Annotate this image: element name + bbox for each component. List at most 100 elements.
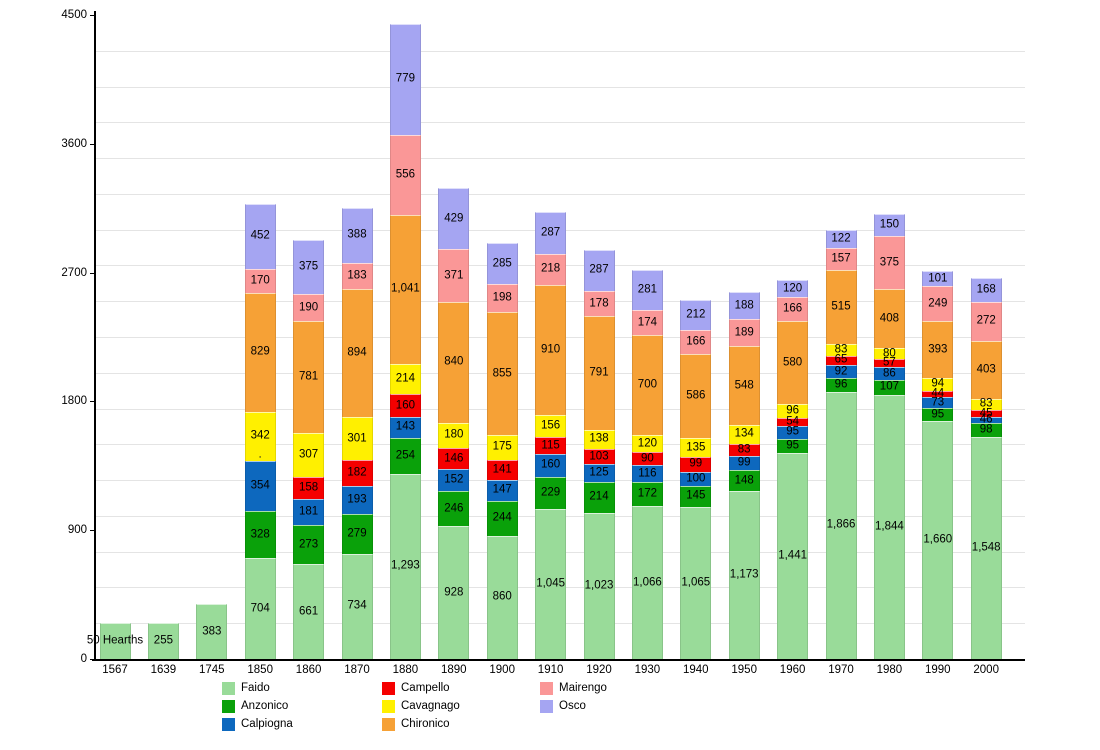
segment-osco-1880	[389, 23, 421, 136]
segment-label-osco-1900: 285	[492, 256, 512, 269]
segment-label-mairengo-1880: 556	[395, 168, 415, 181]
segment-osco-1910	[535, 212, 567, 254]
x-axis-label-1940: 1940	[683, 664, 709, 676]
segment-mairengo-1950	[728, 319, 760, 347]
segment-label-anzonico-1870: 279	[347, 527, 367, 540]
segment-faido-1980	[873, 395, 905, 659]
segment-campello-1910	[535, 437, 567, 454]
segment-label-faido-1930: 1,066	[633, 575, 662, 588]
segment-anzonico-1880	[389, 437, 421, 474]
segment-label-osco-1920: 287	[589, 263, 609, 276]
segment-label-cavagnago-1870: 301	[347, 432, 367, 445]
segment-campello-1970	[825, 355, 857, 366]
segment-faido-1639	[147, 622, 179, 659]
legend-swatch-faido	[222, 682, 235, 695]
legend-label-mairengo: Mairengo	[559, 682, 607, 694]
segment-cavagnago-1950	[728, 424, 760, 444]
segment-cavagnago-1990	[922, 377, 954, 392]
segment-calpiogna-1970	[825, 365, 857, 379]
segment-label-calpiogna-1860: 181	[299, 505, 319, 518]
segment-label-anzonico-1990: 95	[931, 407, 945, 420]
segment-label-faido-1940: 1,065	[681, 576, 711, 589]
segment-label-calpiogna-1990: 73	[931, 395, 945, 408]
segment-label-cavagnago-1960: 96	[786, 404, 799, 417]
bar-1880: 1,293 254 143 160 214 1,041 556 779	[389, 0, 421, 659]
y-axis-tick	[90, 272, 94, 274]
segment-calpiogna-2000	[970, 416, 1002, 424]
segment-label-mairengo-1950: 189	[734, 326, 754, 339]
segment-label-cavagnago-1900: 175	[492, 440, 512, 453]
segment-cavagnago-1910	[535, 414, 567, 438]
bar-2000: 1,548 98 46 45 83 403 272 168	[970, 0, 1002, 659]
segment-mairengo-1850	[244, 268, 276, 294]
segment-label-osco-1870: 388	[347, 228, 367, 241]
legend-label-chironico: Chironico	[401, 718, 450, 730]
segment-label-campello-1990: 44	[931, 387, 945, 400]
bar-1567: 50 Hearths	[87, 0, 143, 659]
segment-label-osco-1850: 452	[250, 229, 270, 242]
segment-label-calpiogna-1930: 116	[638, 466, 657, 479]
legend-item-cavagnago: Cavagnago	[382, 699, 532, 717]
x-axis-label-1745: 1745	[199, 664, 225, 676]
segment-mairengo-1890	[438, 249, 470, 303]
segment-label-campello-1910: 115	[541, 438, 560, 451]
segment-anzonico-1970	[825, 378, 857, 392]
segment-label-campello-1980: 57	[882, 356, 896, 369]
segment-chironico-1910	[535, 284, 567, 415]
segment-label-calpiogna-1870: 193	[347, 493, 367, 506]
segment-label-cavagnago-1990: 94	[931, 377, 945, 390]
segment-anzonico-1950	[728, 469, 760, 492]
segment-label-mairengo-1940: 166	[686, 335, 706, 348]
segment-cavagnago-1920	[583, 429, 615, 450]
bar-1860: 661 273 181 158 307 781 190 375	[293, 0, 325, 659]
segment-calpiogna-1930	[631, 465, 663, 482]
segment-label-anzonico-1880: 254	[395, 449, 415, 462]
segment-chironico-1870	[341, 289, 373, 418]
y-axis-tick-label: 0	[80, 653, 87, 665]
segment-label-anzonico-1920: 214	[589, 490, 609, 503]
segment-label-cavagnago-1880: 214	[395, 372, 415, 385]
segment-campello-1860	[293, 476, 325, 500]
segment-campello-1870	[341, 460, 373, 487]
segment-faido-1930	[631, 506, 663, 659]
legend-swatch-mairengo	[540, 682, 553, 695]
legend-swatch-chironico	[382, 718, 395, 731]
segment-mairengo-2000	[970, 301, 1002, 341]
segment-faido-1920	[583, 512, 615, 659]
segment-cavagnago-1890	[438, 422, 470, 449]
segment-mairengo-1930	[631, 310, 663, 335]
segment-label-chironico-1870: 894	[347, 346, 367, 359]
legend-label-anzonico: Anzonico	[241, 700, 289, 712]
segment-campello-1960	[777, 417, 809, 426]
bar-1970: 1,866 96 92 65 83 515 157 122	[825, 0, 857, 659]
segment-campello-1990	[922, 391, 954, 398]
bar-1890: 928 246 152 146 180 840 371 429	[438, 0, 470, 659]
segment-label-cavagnago-1930: 120	[637, 437, 657, 449]
segment-label-chironico-1960: 580	[783, 355, 803, 368]
segment-faido-1940	[680, 506, 712, 659]
segment-label-osco-1960: 120	[783, 282, 803, 295]
segment-label-chironico-1920: 791	[589, 366, 609, 379]
segment-calpiogna-1850	[244, 460, 276, 512]
segment-chironico-1950	[728, 346, 760, 425]
segment-faido-1900	[486, 535, 518, 659]
segment-osco-1850	[244, 204, 276, 269]
segment-label-osco-1990: 101	[928, 271, 948, 284]
y-axis-tick	[90, 401, 94, 403]
segment-label-mairengo-1930: 174	[637, 315, 657, 328]
segment-label-mairengo-1900: 198	[492, 291, 512, 304]
segment-label-cavagnago-1980: 80	[882, 346, 896, 359]
segment-label-mairengo-1850: 170	[250, 274, 270, 287]
segment-label-osco-1970: 122	[831, 232, 851, 245]
x-axis-label-1950: 1950	[731, 664, 757, 676]
segment-label-osco-1980: 150	[879, 218, 899, 231]
segment-label-mairengo-1960: 166	[783, 302, 803, 315]
segment-calpiogna-1890	[438, 469, 470, 491]
segment-anzonico-1890	[438, 490, 470, 527]
x-axis-label-1880: 1880	[392, 664, 419, 676]
segment-label-faido-1960: 1,441	[778, 549, 807, 562]
segment-faido-1990	[922, 421, 954, 659]
segment-osco-1920	[583, 249, 615, 291]
segment-anzonico-1900	[486, 501, 518, 536]
segment-label-faido-1980: 1,844	[875, 520, 904, 533]
